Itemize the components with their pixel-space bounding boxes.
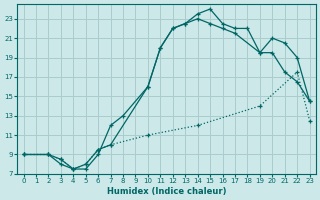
X-axis label: Humidex (Indice chaleur): Humidex (Indice chaleur) <box>107 187 226 196</box>
